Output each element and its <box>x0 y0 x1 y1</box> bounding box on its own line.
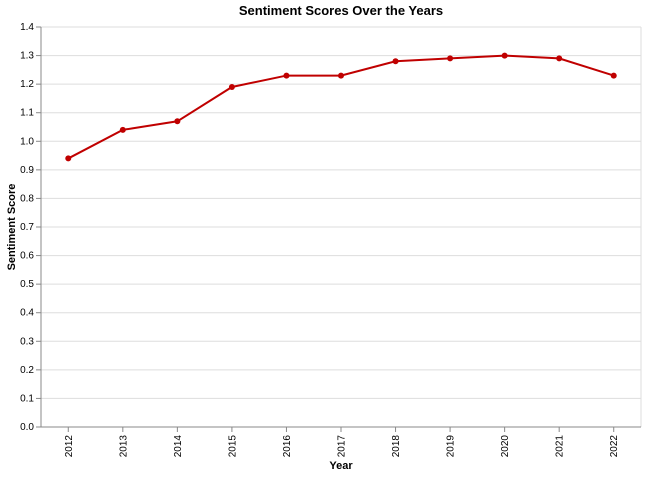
x-tick-label: 2014 <box>173 435 184 458</box>
y-tick-label: 1.0 <box>20 136 34 147</box>
x-tick-label: 2017 <box>337 435 348 458</box>
data-point <box>174 118 181 125</box>
x-axis: 2012 2013 2014 2015 2016 2017 2018 2019 2020 2021… <box>41 426 641 458</box>
data-point <box>283 72 290 79</box>
x-tick-label: 2013 <box>118 435 129 458</box>
data-point <box>556 55 563 62</box>
x-tick-label: 2012 <box>64 435 75 458</box>
y-tick-label: 0.4 <box>20 308 34 319</box>
x-tick-label: 2021 <box>555 435 566 458</box>
chart-title: Sentiment Scores Over the Years <box>239 3 443 18</box>
y-tick-label: 0.6 <box>20 251 34 262</box>
y-tick-label: 0.3 <box>20 336 34 347</box>
x-tick-label: 2015 <box>227 435 238 458</box>
data-point <box>610 72 617 79</box>
data-point <box>392 58 399 65</box>
data-point <box>501 52 508 59</box>
data-point <box>447 55 454 62</box>
x-tick-label: 2020 <box>500 435 511 458</box>
x-tick-label: 2018 <box>391 435 402 458</box>
y-tick-label: 0.2 <box>20 365 34 376</box>
y-tick-label: 0.1 <box>20 393 34 404</box>
data-point <box>65 155 72 162</box>
y-tick-label: 1.3 <box>20 51 34 62</box>
x-tick-label: 2016 <box>282 435 293 458</box>
y-tick-label: 0.9 <box>20 165 34 176</box>
gridlines <box>41 26 642 428</box>
series-layer <box>65 52 617 162</box>
series-line <box>67 54 615 160</box>
x-tick-label: 2019 <box>446 435 457 458</box>
y-tick-label: 1.1 <box>20 108 34 119</box>
x-axis-title: Year <box>329 460 353 472</box>
data-point <box>228 84 235 90</box>
y-tick-label: 0.5 <box>20 279 34 290</box>
data-point <box>119 126 126 133</box>
y-tick-label: 1.2 <box>20 79 34 90</box>
x-tick-label: 2022 <box>609 435 620 458</box>
y-tick-label: 1.4 <box>20 22 34 33</box>
y-tick-label: 0.8 <box>20 193 34 204</box>
y-tick-label: 0.7 <box>20 222 34 233</box>
y-tick-label: 0.0 <box>20 422 34 433</box>
y-axis-title: Sentiment Score <box>6 184 18 271</box>
data-point <box>338 72 344 79</box>
y-axis: 0.0 0.1 0.2 0.3 0.4 0.5 0.6 0.7 0.8 0.9 1.0 1.1 1.2 1… <box>20 22 42 433</box>
